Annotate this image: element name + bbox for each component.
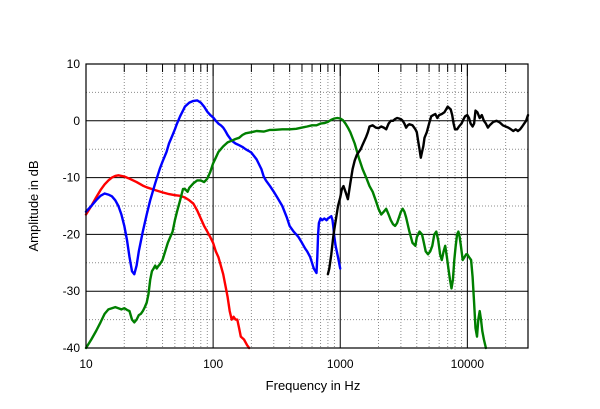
y-tick-label: -10 — [63, 171, 81, 185]
series-line-3 — [84, 116, 488, 350]
y-tick-labels: 10 0 -10 -20 -30 -40 — [63, 57, 81, 355]
y-tick-label: 0 — [73, 114, 80, 128]
x-tick-label: 10 — [79, 357, 93, 371]
x-tick-label: 10000 — [451, 357, 485, 371]
series-line-1 — [84, 174, 251, 350]
y-tick-label: -20 — [63, 227, 81, 241]
x-tick-labels: 10 100 1000 10000 — [79, 357, 484, 371]
series-line-4 — [326, 105, 530, 276]
plot-frame — [85, 63, 529, 349]
y-tick-label: -40 — [63, 341, 81, 355]
x-axis-label: Frequency in Hz — [266, 378, 361, 393]
y-axis-label: Amplitude in dB — [26, 160, 41, 251]
series-layer — [84, 99, 530, 350]
series-line-2 — [84, 99, 342, 276]
x-tick-label: 100 — [203, 357, 223, 371]
y-tick-label: -30 — [63, 284, 81, 298]
plot-grid — [85, 64, 529, 348]
x-tick-label: 1000 — [327, 357, 354, 371]
y-tick-label: 10 — [67, 57, 81, 71]
